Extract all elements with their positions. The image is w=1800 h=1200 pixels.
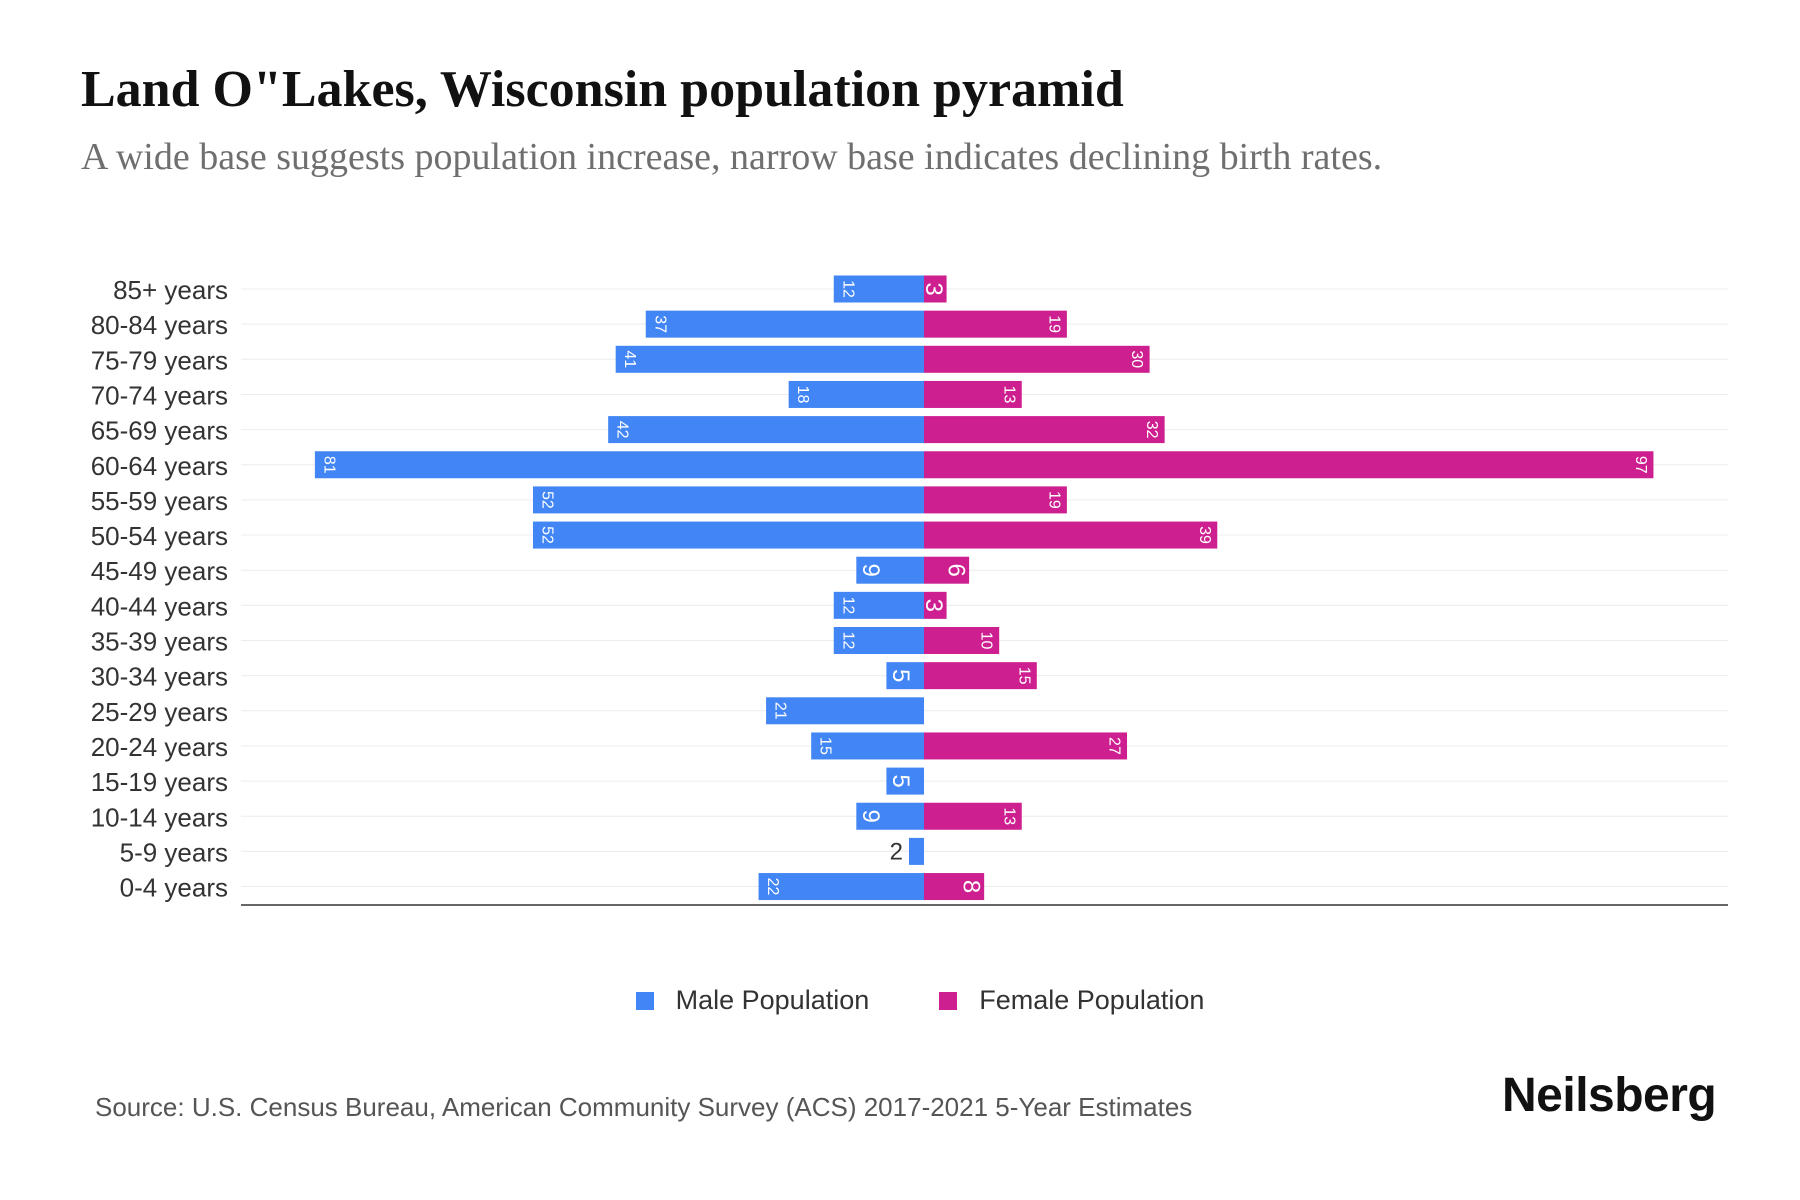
data-label-female: 10 xyxy=(978,632,995,650)
pyramid-chart: 85+ years 80-84 years 75-79 years 70-74 yea… xyxy=(91,275,1728,906)
data-label-male: 81 xyxy=(320,456,337,474)
category-label: 50-54 years xyxy=(91,521,228,551)
bar-female xyxy=(924,591,947,619)
bar-female xyxy=(924,662,1037,690)
data-label-male: 52 xyxy=(538,526,555,544)
brand-logo[interactable]: Neilsberg xyxy=(1502,1069,1717,1122)
data-label-female: 13 xyxy=(1000,807,1017,825)
category-label: 30-34 years xyxy=(91,662,228,692)
bar-male xyxy=(645,310,924,338)
data-label-female: 30 xyxy=(1128,350,1145,368)
legend-item-female[interactable]: Female Population xyxy=(939,985,1204,1016)
category-label: 20-24 years xyxy=(91,732,228,762)
data-label-male: 37 xyxy=(651,315,668,333)
data-label-male: 52 xyxy=(538,491,555,509)
legend: Male Population Female Population xyxy=(0,985,1800,1016)
data-label-female: 19 xyxy=(1045,315,1062,333)
category-label: 55-59 years xyxy=(91,486,228,516)
bar-male xyxy=(886,662,924,690)
data-label-male: 9 xyxy=(857,810,884,823)
bar-female xyxy=(924,873,985,901)
data-label-male: 9 xyxy=(857,564,884,577)
category-label: 70-74 years xyxy=(91,380,228,410)
bar-female xyxy=(924,310,1067,338)
category-label: 75-79 years xyxy=(91,345,228,375)
bar-male xyxy=(886,767,924,795)
bar-male xyxy=(615,345,924,373)
category-label: 40-44 years xyxy=(91,591,228,621)
bar-male xyxy=(856,556,924,584)
data-label-female: 15 xyxy=(1015,667,1032,685)
bar-female xyxy=(924,627,1000,654)
bar-male xyxy=(314,451,924,479)
bar-female xyxy=(924,521,1218,549)
category-label: 35-39 years xyxy=(91,627,228,657)
bar-male xyxy=(833,275,924,303)
data-label-female: 3 xyxy=(920,282,947,295)
bar-male xyxy=(833,627,924,654)
bar-male xyxy=(788,380,924,408)
data-label-male: 18 xyxy=(794,386,811,404)
legend-swatch-male xyxy=(635,991,654,1010)
bar-female xyxy=(924,556,970,584)
bar-female xyxy=(924,380,1022,408)
data-label-female: 8 xyxy=(958,880,985,893)
category-label: 80-84 years xyxy=(91,310,228,340)
bar-female xyxy=(924,486,1067,514)
data-label-female: 19 xyxy=(1045,491,1062,509)
data-label-male: 41 xyxy=(621,350,638,368)
bar-female xyxy=(924,451,1654,479)
data-label-female: 6 xyxy=(943,564,970,577)
legend-label-male: Male Population xyxy=(675,985,870,1015)
data-label-female: 32 xyxy=(1143,421,1160,439)
legend-item-male[interactable]: Male Population xyxy=(635,985,870,1016)
category-label: 5-9 years xyxy=(120,837,228,867)
bar-female xyxy=(924,275,947,303)
category-label: 0-4 years xyxy=(120,873,228,903)
bar-male xyxy=(758,873,924,901)
bar-male xyxy=(532,521,924,549)
data-label-male: 15 xyxy=(817,737,834,755)
bar-female xyxy=(924,732,1128,760)
chart-subtitle: A wide base suggests population increase… xyxy=(81,136,1383,178)
category-label: 85+ years xyxy=(113,275,228,305)
category-label: 10-14 years xyxy=(91,802,228,832)
data-label-male: 5 xyxy=(887,669,914,682)
bar-male xyxy=(532,486,924,514)
data-label-female: 3 xyxy=(920,599,947,612)
data-label-male: 12 xyxy=(839,280,856,298)
data-label-male: 12 xyxy=(839,596,856,614)
data-label-female: 97 xyxy=(1632,456,1649,474)
data-label-male: 22 xyxy=(764,878,781,896)
category-label: 65-69 years xyxy=(91,416,228,446)
data-label-female: 39 xyxy=(1196,526,1213,544)
data-label-male: 21 xyxy=(772,702,789,720)
data-label-male: 12 xyxy=(839,632,856,650)
bar-female xyxy=(924,416,1165,444)
category-label: 25-29 years xyxy=(91,697,228,727)
legend-swatch-female xyxy=(939,991,958,1010)
bar-male xyxy=(811,732,924,760)
source-note: Source: U.S. Census Bureau, American Com… xyxy=(95,1092,1193,1122)
bar-female xyxy=(924,345,1150,373)
bar-male xyxy=(908,837,924,865)
bar-male xyxy=(766,697,924,725)
bar-male xyxy=(608,416,924,444)
data-label-male: 42 xyxy=(614,421,631,439)
bar-male xyxy=(833,591,924,619)
category-label: 15-19 years xyxy=(91,767,228,797)
category-label: 60-64 years xyxy=(91,451,228,481)
bar-female xyxy=(924,802,1022,830)
bar-male xyxy=(856,802,924,830)
data-label-female: 27 xyxy=(1106,737,1123,755)
legend-label-female: Female Population xyxy=(979,985,1205,1015)
data-label-female: 13 xyxy=(1000,386,1017,404)
data-label-male: 5 xyxy=(887,774,914,787)
category-label: 45-49 years xyxy=(91,556,228,586)
data-label-male: 2 xyxy=(890,838,903,865)
chart-title: Land O"Lakes, Wisconsin population pyram… xyxy=(81,61,1124,118)
